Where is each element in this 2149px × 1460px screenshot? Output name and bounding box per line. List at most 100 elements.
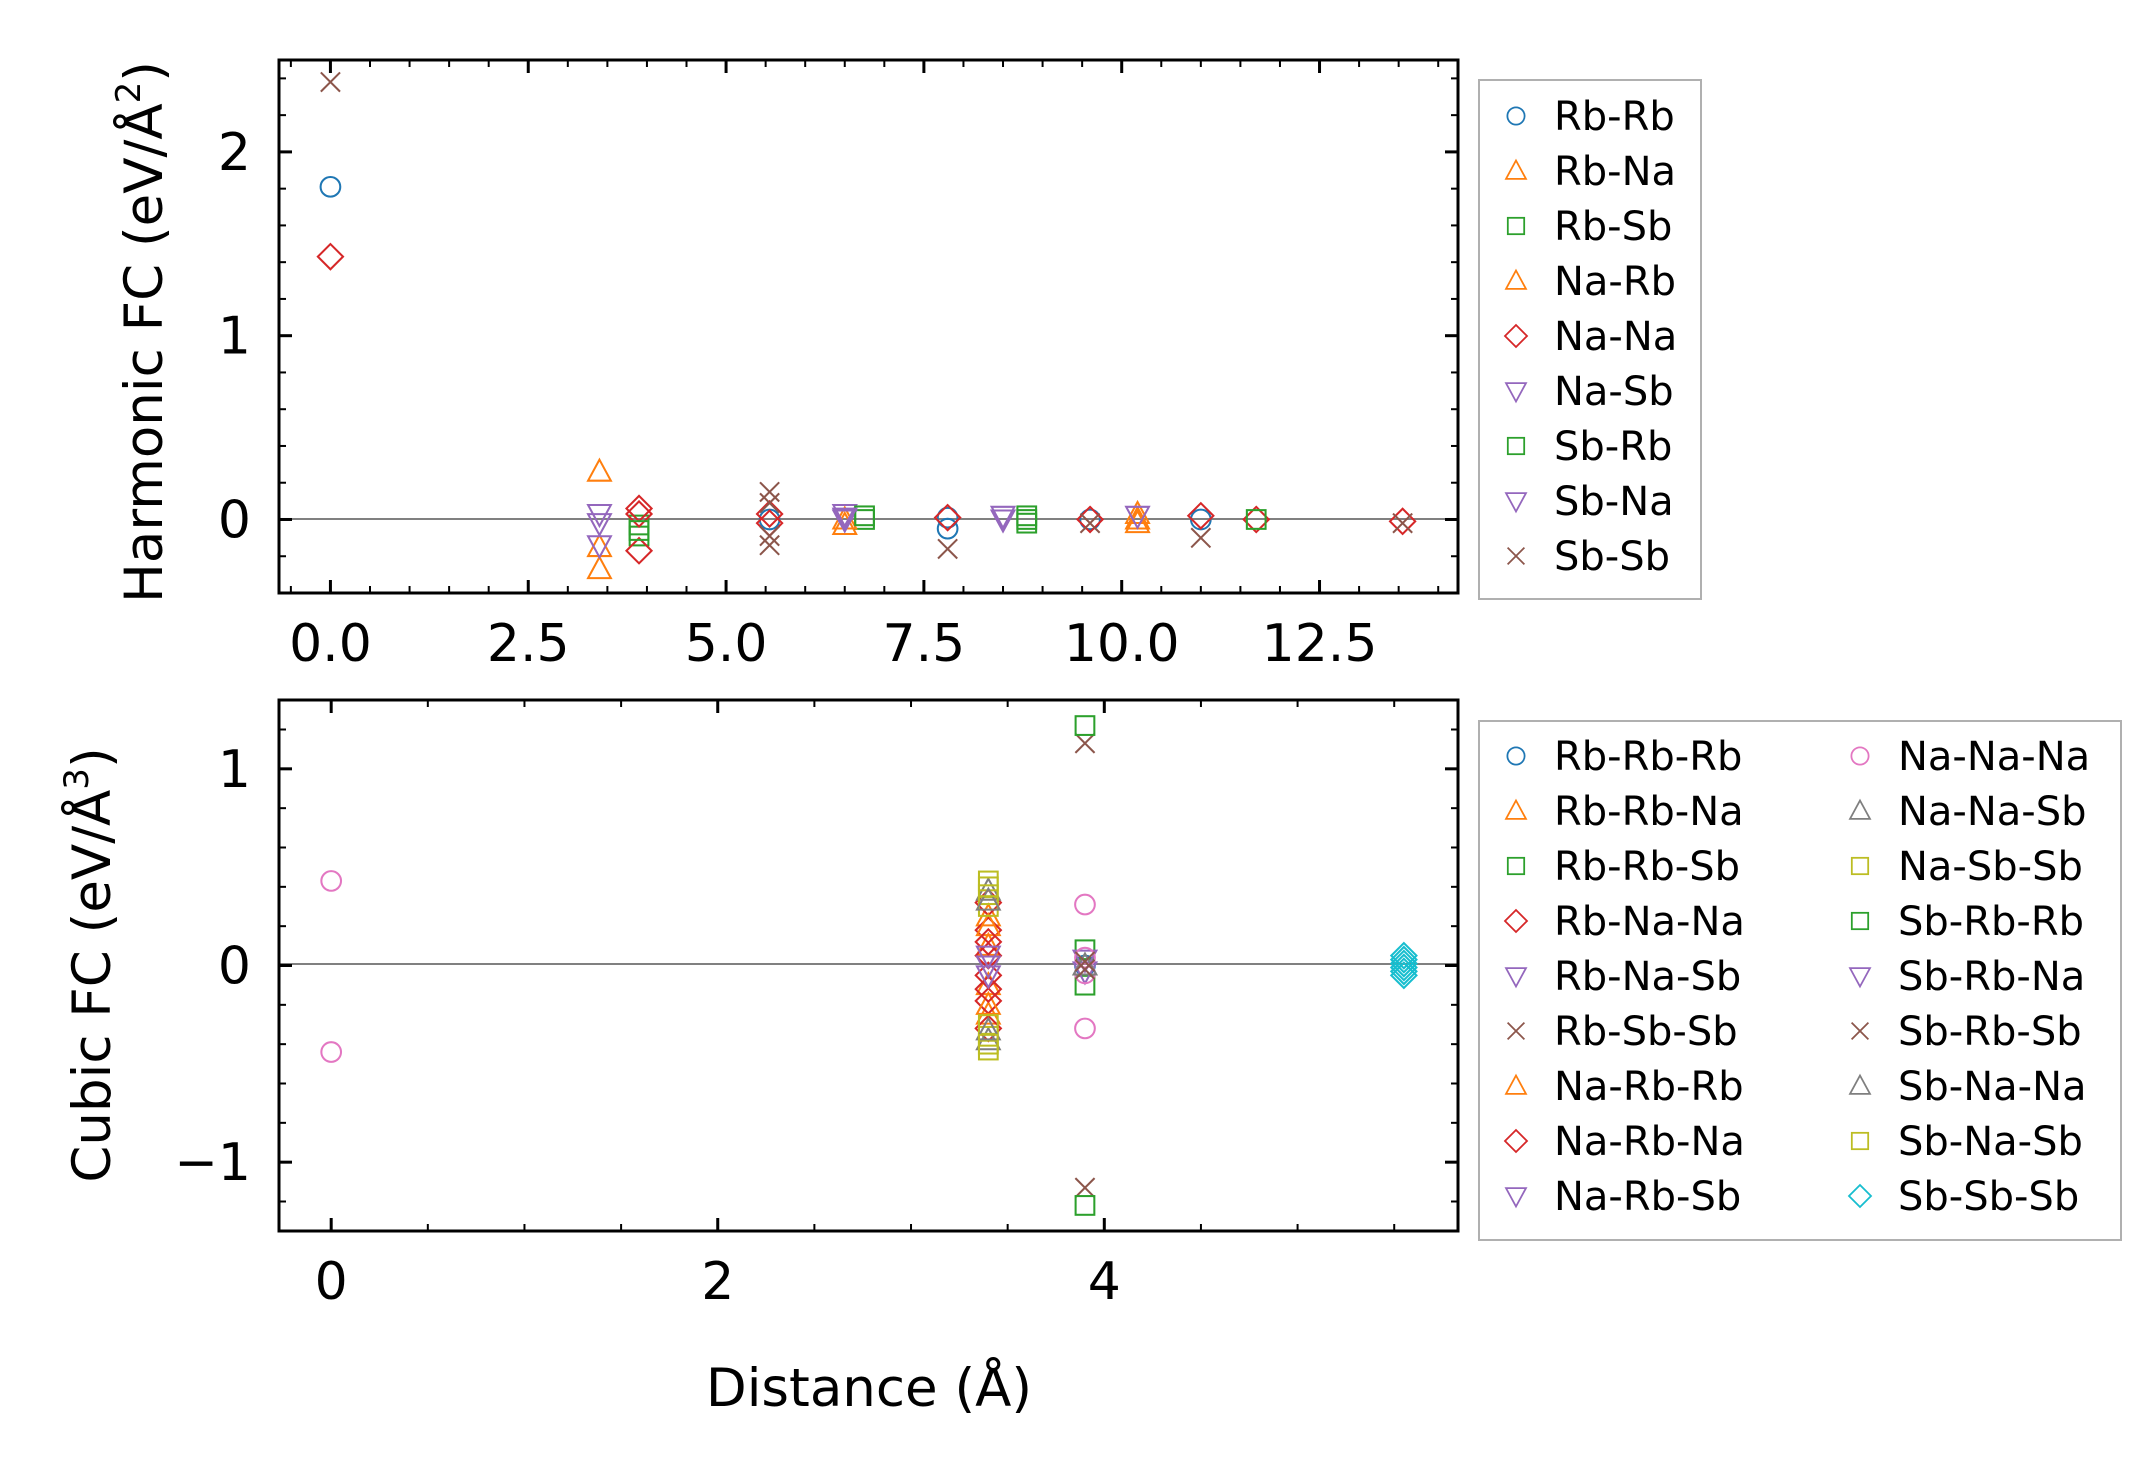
x-tick-label: 2.5 — [487, 614, 570, 674]
legend-marker — [1503, 908, 1529, 934]
data-point — [759, 525, 780, 547]
legend-label: Na-Sb — [1554, 369, 1674, 415]
data-point — [831, 510, 858, 536]
y-tick-label: 1 — [218, 307, 251, 367]
data-point — [1186, 501, 1215, 530]
data-point — [586, 513, 613, 538]
y-tick-label: 2 — [218, 123, 251, 183]
legend-label: Rb-Na-Sb — [1554, 954, 1741, 1000]
data-point — [975, 886, 1002, 911]
legend-label: Rb-Na — [1554, 149, 1676, 195]
legend-label: Sb-Rb — [1554, 424, 1672, 470]
legend-marker — [1504, 1187, 1528, 1209]
y-tick-label: 0 — [218, 490, 251, 550]
data-point — [1074, 715, 1096, 736]
data-point — [586, 457, 613, 482]
legend-marker — [1506, 216, 1526, 236]
legend-marker — [1850, 856, 1870, 876]
legend-label: Sb-Sb — [1554, 534, 1670, 580]
data-point — [854, 505, 875, 527]
legend-label: Na-Rb-Sb — [1554, 1174, 1741, 1220]
data-point — [936, 506, 959, 529]
legend-marker — [1850, 1021, 1870, 1041]
legend-marker — [1504, 967, 1528, 989]
data-point — [1074, 1017, 1096, 1040]
x-tick-label: 0.0 — [289, 614, 372, 674]
legend-marker — [1850, 911, 1870, 931]
legend-marker — [1504, 382, 1528, 404]
legend-label: Na-Na-Na — [1898, 734, 2090, 780]
data-point — [933, 503, 962, 532]
y-tick-label: 1 — [218, 740, 251, 800]
data-point — [1074, 732, 1096, 754]
data-point — [1074, 893, 1096, 916]
data-point — [974, 927, 1003, 956]
data-point — [831, 507, 858, 532]
plot-frame — [277, 698, 1460, 1233]
x-tick-label: 7.5 — [883, 614, 966, 674]
data-point — [755, 499, 784, 529]
y-axis-label-sup: 3 — [57, 768, 97, 790]
legend-label: Rb-Sb-Sb — [1554, 1009, 1738, 1055]
legend-marker — [1847, 1183, 1873, 1209]
legend-marker — [1506, 856, 1526, 876]
data-point — [1392, 512, 1413, 534]
data-point — [975, 945, 1002, 970]
data-point — [936, 517, 959, 540]
data-point — [831, 503, 858, 529]
legend-label: Rb-Sb — [1554, 204, 1672, 250]
data-points — [320, 715, 1418, 1216]
legend-label: Rb-Rb-Sb — [1554, 844, 1740, 890]
legend-label: Rb-Rb-Rb — [1554, 734, 1742, 780]
axis-ticks — [279, 700, 1458, 1231]
legend-marker — [1504, 1073, 1528, 1095]
data-point — [320, 870, 343, 892]
data-point — [586, 554, 613, 580]
legend-label: Sb-Na — [1554, 479, 1674, 525]
data-point — [1245, 509, 1267, 530]
data-point — [586, 503, 613, 529]
data-point — [1079, 508, 1101, 531]
data-point — [977, 1033, 999, 1055]
y-axis-label-sup: 2 — [109, 82, 149, 104]
data-point — [1389, 941, 1418, 970]
data-point — [759, 534, 780, 556]
data-points — [316, 71, 1417, 580]
harmonic-fc-panel: 0.0 2.5 5.0 7.5 10.0 12.5 0 1 2 Harmonic FC (eV/… — [109, 58, 1702, 674]
data-point — [1074, 959, 1096, 980]
data-point — [628, 520, 650, 541]
data-point — [1389, 945, 1418, 974]
legend: Rb-Rb Rb-Na Rb-Sb Na-Rb Na-Na Na-Sb Sb-Rb Sb-Na… — [1478, 79, 1702, 600]
legend-label: Na-Na — [1554, 314, 1677, 360]
data-point — [975, 965, 1002, 990]
x-tick-label: 2 — [701, 1252, 734, 1312]
data-point — [319, 175, 342, 198]
y-axis-label: Cubic FC (eV/Å3) — [57, 747, 123, 1182]
data-point — [320, 71, 341, 93]
legend-marker — [1506, 436, 1526, 456]
legend-items: Rb-Rb-Rb Rb-Rb-Na Rb-Rb-Sb Rb-Na-Na Rb-Na-Sb… — [1503, 734, 2090, 1220]
data-point — [989, 509, 1017, 534]
x-tick-label: 4 — [1088, 1252, 1121, 1312]
legend-label: Na-Rb — [1554, 259, 1676, 305]
data-point — [1389, 949, 1418, 978]
data-point — [586, 532, 613, 558]
axis-ticks — [279, 60, 1458, 594]
data-point — [1389, 953, 1418, 982]
legend-frame — [1478, 720, 2122, 1241]
legend-label: Rb-Rb-Na — [1554, 789, 1744, 835]
y-axis-label-end: ) — [62, 747, 123, 768]
data-point — [1389, 957, 1418, 986]
legend-items: Rb-Rb Rb-Na Rb-Sb Na-Rb Na-Na Na-Sb Sb-Rb Sb-Na… — [1503, 94, 1677, 580]
data-point — [1124, 505, 1151, 530]
legend-label: Sb-Rb-Na — [1898, 954, 2085, 1000]
legend-label: Na-Rb-Na — [1554, 1119, 1745, 1165]
legend-marker — [1506, 1021, 1526, 1041]
data-point — [1074, 1195, 1096, 1216]
legend-marker — [1848, 967, 1872, 989]
data-point — [975, 1016, 1002, 1041]
x-axis-label: Distance (Å) — [706, 1355, 1032, 1419]
data-point — [316, 242, 345, 271]
y-tick-label: 0 — [218, 937, 251, 997]
